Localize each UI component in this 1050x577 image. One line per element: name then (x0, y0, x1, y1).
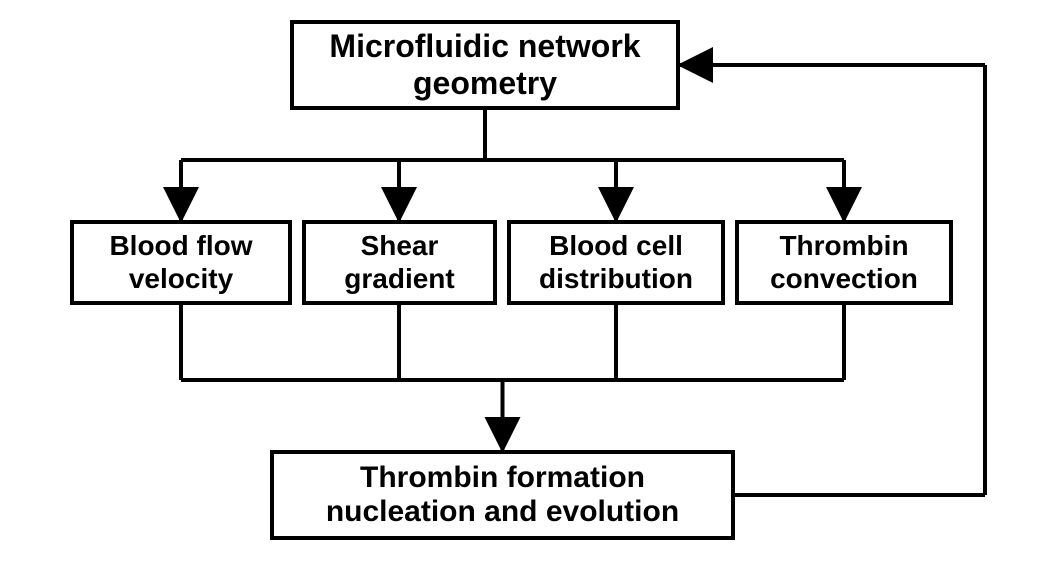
node-thrombin-formation-nucleation: Thrombin formation nucleation and evolut… (270, 450, 735, 540)
node-shear-gradient: Shear gradient (302, 220, 497, 305)
node-microfluidic-network-geometry: Microfluidic network geometry (290, 20, 680, 110)
node-label: Thrombin formation nucleation and evolut… (284, 461, 721, 530)
node-thrombin-convection: Thrombin convection (735, 220, 953, 305)
node-label: Shear gradient (316, 230, 483, 294)
node-blood-flow-velocity: Blood flow velocity (70, 220, 292, 305)
node-label: Blood flow velocity (84, 230, 278, 294)
node-label: Thrombin convection (749, 230, 939, 294)
node-label: Blood cell distribution (521, 230, 711, 294)
node-blood-cell-distribution: Blood cell distribution (507, 220, 725, 305)
node-label: Microfluidic network geometry (304, 28, 666, 102)
